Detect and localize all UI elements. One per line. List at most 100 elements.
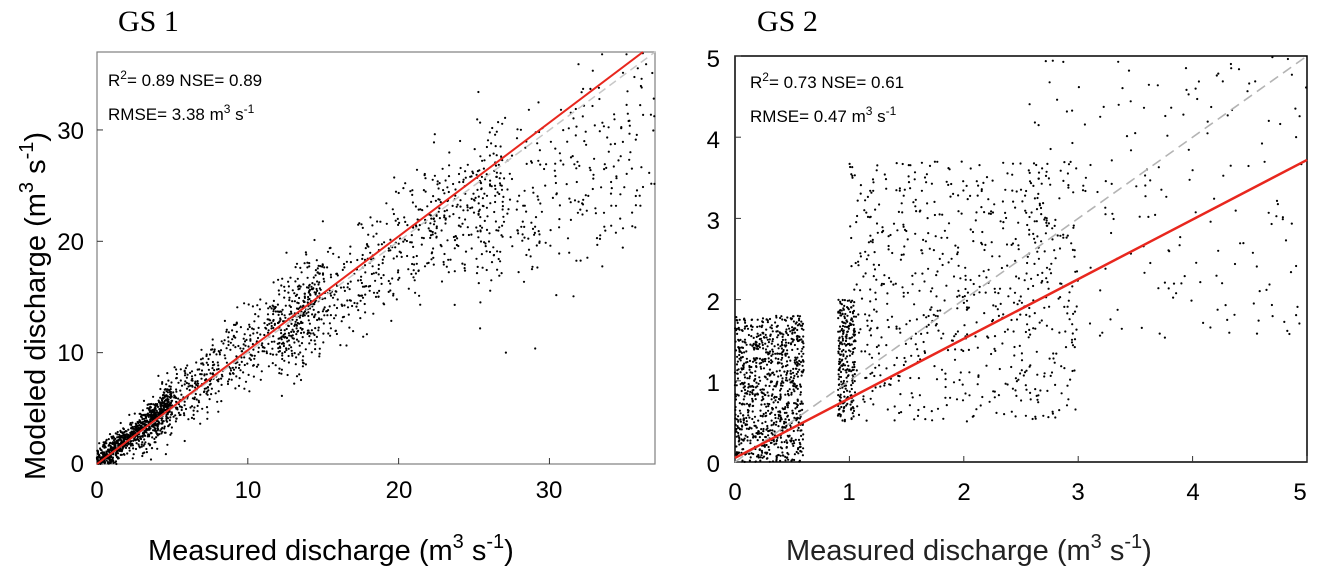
scatter-point (887, 326, 890, 329)
scatter-point (256, 304, 259, 307)
scatter-point (750, 328, 753, 331)
scatter-point (448, 215, 451, 218)
scatter-point (1051, 238, 1054, 241)
scatter-point (313, 316, 316, 319)
scatter-point (745, 420, 748, 423)
scatter-point (1067, 299, 1070, 302)
scatter-point (128, 446, 131, 450)
scatter-point (745, 392, 748, 395)
scatter-point (978, 291, 981, 294)
scatter-point (1067, 163, 1071, 166)
scatter-point (235, 330, 238, 333)
scatter-point (859, 328, 862, 331)
scatter-point (96, 449, 99, 452)
scatter-point (765, 318, 768, 321)
scatter-point (1003, 330, 1007, 333)
scatter-point (291, 289, 294, 292)
scatter-point (889, 280, 893, 283)
scatter-point (850, 384, 853, 387)
scatter-point (742, 438, 745, 442)
scatter-point (161, 382, 164, 385)
scatter-point (500, 155, 503, 158)
scatter-point (871, 371, 874, 374)
scatter-point (282, 320, 285, 323)
scatter-point (653, 115, 656, 118)
scatter-point (1015, 318, 1019, 321)
scatter-point (412, 276, 415, 279)
scatter-point (339, 286, 343, 289)
scatter-point (306, 332, 309, 335)
scatter-point (786, 316, 789, 319)
scatter-point (281, 354, 284, 357)
scatter-point (124, 443, 127, 446)
scatter-point (170, 399, 173, 402)
scatter-point (166, 395, 169, 398)
scatter-point (837, 352, 840, 355)
scatter-point (776, 336, 779, 339)
scatter-point (1059, 282, 1062, 285)
scatter-point (791, 340, 794, 343)
scatter-point (609, 192, 613, 195)
scatter-point (538, 149, 542, 152)
scatter-point (158, 411, 161, 414)
scatter-point (202, 363, 205, 366)
scatter-point (189, 384, 192, 387)
scatter-point (516, 229, 519, 232)
scatter-point (1084, 176, 1087, 179)
scatter-point (318, 352, 321, 355)
scatter-point (736, 355, 739, 358)
scatter-point (508, 198, 512, 201)
scatter-point (763, 336, 766, 339)
x-axis-label-gs2: Measured discharge (m3 s-1) (786, 531, 1152, 567)
scatter-point (103, 461, 106, 464)
scatter-point (1056, 98, 1059, 101)
scatter-point (523, 236, 526, 239)
scatter-point (140, 443, 143, 446)
scatter-point (793, 331, 797, 334)
scatter-point (915, 210, 918, 213)
scatter-point (1034, 241, 1037, 244)
scatter-point (980, 188, 983, 191)
scatter-point (640, 166, 643, 169)
scatter-point (1020, 369, 1023, 372)
scatter-point (767, 405, 770, 408)
scatter-point (430, 258, 433, 261)
scatter-point (161, 381, 164, 384)
scatter-point (905, 323, 908, 326)
scatter-point (761, 451, 764, 454)
scatter-point (1036, 235, 1039, 238)
scatter-point (873, 374, 876, 378)
scatter-point (167, 379, 170, 382)
scatter-point (1029, 398, 1032, 401)
scatter-point (404, 182, 407, 185)
scatter-point (774, 416, 777, 420)
scatter-point (143, 443, 146, 446)
scatter-point (248, 390, 251, 393)
scatter-point (259, 378, 262, 381)
scatter-point (745, 350, 748, 353)
scatter-point (291, 318, 294, 321)
scatter-point (459, 205, 462, 208)
scatter-point (498, 226, 501, 229)
scatter-point (490, 142, 493, 145)
scatter-point (762, 347, 765, 350)
scatter-point (361, 296, 365, 299)
scatter-point (1011, 387, 1015, 390)
scatter-point (761, 343, 764, 347)
scatter-point (291, 328, 294, 331)
scatter-point (473, 199, 476, 202)
scatter-point (841, 320, 844, 323)
scatter-point (869, 234, 872, 237)
scatter-point (1281, 216, 1284, 219)
scatter-point (875, 222, 879, 225)
scatter-point (920, 332, 923, 335)
scatter-point (1275, 215, 1278, 218)
scatter-point (969, 228, 972, 231)
scatter-point (480, 175, 483, 178)
scatter-point (1288, 332, 1291, 336)
scatter-point (926, 202, 929, 205)
scatter-point (497, 257, 500, 261)
scatter-point (747, 411, 750, 414)
scatter-point (868, 216, 872, 219)
scatter-point (184, 372, 187, 375)
